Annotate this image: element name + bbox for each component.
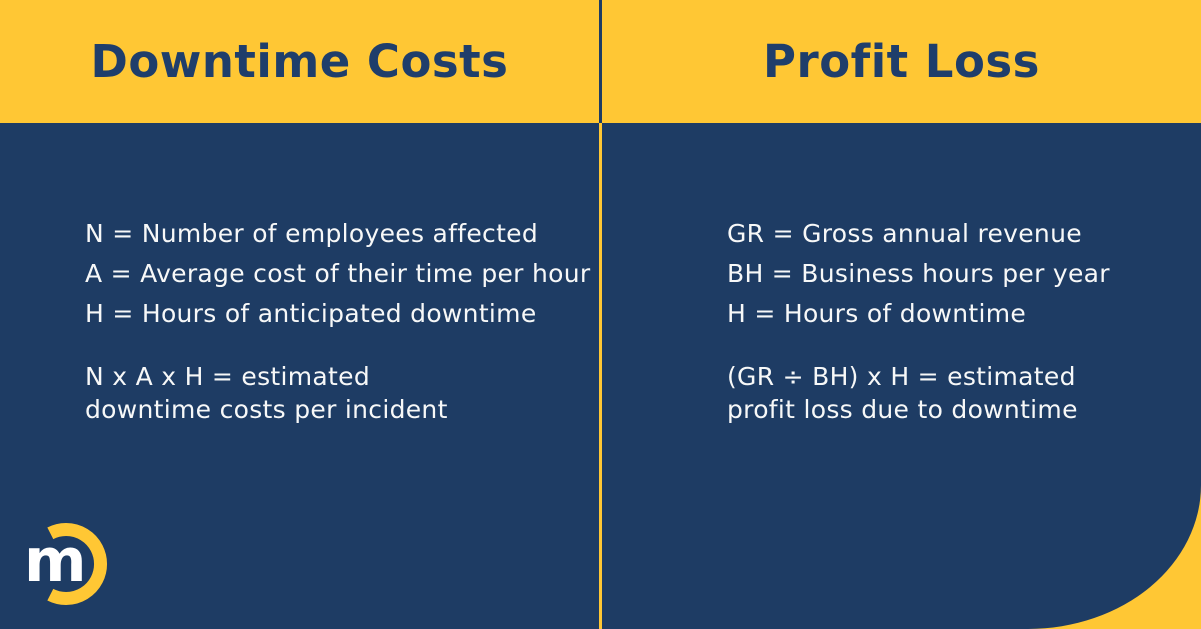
downtime-formula-line-2: downtime costs per incident	[85, 395, 448, 424]
panel-header-profit-loss: Profit Loss	[602, 0, 1201, 123]
downtime-formula-line-1: N x A x H = estimated	[85, 362, 370, 391]
profit-definition-h: H = Hours of downtime	[727, 299, 1027, 328]
downtime-costs-formula: N x A x H = estimated downtime costs per…	[85, 360, 599, 426]
downtime-definition-n: N = Number of employees affected	[85, 219, 539, 248]
panel-body-profit-loss: GR = Gross annual revenue BH = Business …	[602, 123, 1201, 629]
body-divider-line	[599, 123, 602, 629]
profit-definition-gr: GR = Gross annual revenue	[727, 219, 1082, 248]
downtime-definition-h: H = Hours of anticipated downtime	[85, 299, 537, 328]
panel-header-downtime-costs: Downtime Costs	[0, 0, 599, 123]
panel-body-downtime-costs: N = Number of employees affected A = Ave…	[0, 123, 599, 629]
profit-loss-title: Profit Loss	[763, 35, 1040, 88]
profit-loss-formula: (GR ÷ BH) x H = estimated profit loss du…	[727, 360, 1201, 426]
panel-body-profit-loss-wrap: GR = Gross annual revenue BH = Business …	[602, 123, 1201, 629]
header-divider-line	[599, 0, 602, 123]
downtime-definition-a: A = Average cost of their time per hour	[85, 259, 591, 288]
profit-definition-bh: BH = Business hours per year	[727, 259, 1110, 288]
profit-formula-line-2: profit loss due to downtime	[727, 395, 1078, 424]
downtime-costs-title: Downtime Costs	[90, 35, 509, 88]
profit-formula-line-1: (GR ÷ BH) x H = estimated	[727, 362, 1076, 391]
